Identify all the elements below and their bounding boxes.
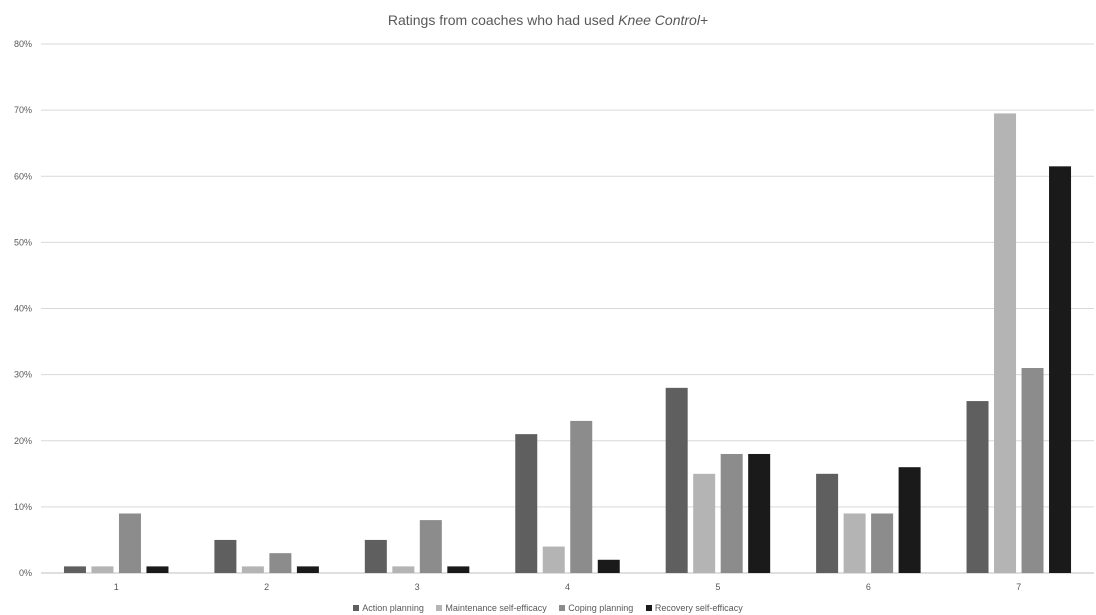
legend-label-coping-planning: Coping planning (568, 603, 634, 613)
chart-title: Ratings from coaches who had used Knee C… (0, 12, 1096, 28)
bar-action-planning-1 (63, 566, 86, 573)
x-axis-tick-labels: 1 2 3 4 5 6 7 (114, 582, 1022, 592)
x-tick-label: 6 (866, 582, 871, 592)
bar-recovery-self-efficacy-2 (296, 566, 319, 573)
y-tick-label: 40% (14, 304, 32, 314)
bar-action-planning-5 (665, 387, 688, 573)
legend-label-recovery-self-efficacy: Recovery self-efficacy (654, 603, 743, 613)
bar-maintenance-self-efficacy-6 (843, 513, 866, 573)
x-tick-label: 7 (1016, 582, 1021, 592)
y-tick-label: 50% (14, 237, 32, 247)
legend: Action planning Maintenance self-efficac… (0, 603, 1096, 613)
legend-swatch-maintenance-self-efficacy (436, 605, 443, 611)
x-tick-label: 2 (264, 582, 269, 592)
bar-maintenance-self-efficacy-1 (91, 566, 114, 573)
bar-coping-planning-1 (118, 513, 141, 573)
x-tick-label: 4 (565, 582, 570, 592)
bar-recovery-self-efficacy-6 (898, 467, 921, 573)
bar-action-planning-7 (966, 401, 989, 573)
bar-maintenance-self-efficacy-2 (241, 566, 264, 573)
x-tick-label: 3 (415, 582, 420, 592)
bar-coping-planning-7 (1021, 368, 1044, 573)
y-tick-label: 80% (14, 39, 32, 49)
bars (63, 113, 1072, 574)
y-tick-label: 10% (14, 502, 32, 512)
legend-swatch-recovery-self-efficacy (645, 605, 652, 611)
y-axis-tick-labels: 0% 10% 20% 30% 40% 50% 60% 70% 80% (14, 39, 32, 578)
bar-coping-planning-2 (269, 553, 292, 573)
bar-maintenance-self-efficacy-5 (693, 473, 716, 573)
x-tick-label: 1 (114, 582, 119, 592)
chart-title-main: Ratings from coaches who had used (387, 12, 619, 28)
bar-maintenance-self-efficacy-7 (994, 113, 1017, 574)
chart-title-emphasis: Knee Control+ (618, 12, 709, 28)
bar-coping-planning-5 (720, 453, 743, 573)
bar-coping-planning-3 (419, 520, 442, 573)
bar-action-planning-2 (214, 539, 237, 573)
y-tick-label: 30% (14, 370, 32, 380)
legend-label-action-planning: Action planning (362, 603, 424, 613)
bar-recovery-self-efficacy-1 (146, 566, 169, 573)
y-tick-label: 70% (14, 105, 32, 115)
gridlines (41, 43, 1094, 574)
bar-recovery-self-efficacy-3 (447, 566, 470, 573)
legend-label-maintenance-self-efficacy: Maintenance self-efficacy (445, 603, 547, 613)
bar-coping-planning-4 (570, 420, 593, 573)
legend-swatch-coping-planning (559, 605, 566, 611)
bar-maintenance-self-efficacy-4 (542, 546, 565, 573)
legend-item-action-planning: Action planning (353, 603, 424, 613)
bar-coping-planning-6 (871, 513, 894, 573)
legend-swatch-action-planning (353, 605, 360, 611)
legend-item-recovery-self-efficacy: Recovery self-efficacy (645, 603, 743, 613)
bar-action-planning-4 (515, 434, 538, 573)
legend-item-coping-planning: Coping planning (559, 603, 633, 613)
y-tick-label: 60% (14, 171, 32, 181)
bar-action-planning-6 (816, 473, 839, 573)
bar-recovery-self-efficacy-7 (1049, 166, 1072, 574)
y-tick-label: 0% (19, 568, 32, 578)
legend-item-maintenance-self-efficacy: Maintenance self-efficacy (436, 603, 547, 613)
bar-maintenance-self-efficacy-3 (392, 566, 415, 573)
x-tick-label: 5 (715, 582, 720, 592)
bar-action-planning-3 (364, 539, 387, 573)
y-tick-label: 20% (14, 436, 32, 446)
bar-recovery-self-efficacy-4 (597, 559, 620, 573)
bar-recovery-self-efficacy-5 (748, 453, 771, 573)
